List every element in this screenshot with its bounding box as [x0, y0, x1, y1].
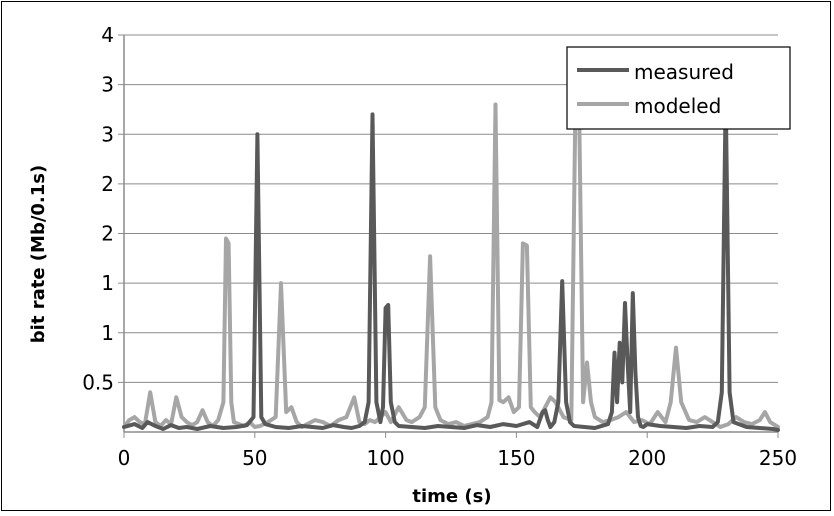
- y-tick-label: 1: [101, 271, 114, 295]
- grid-lines: [124, 34, 778, 383]
- x-tick-label: 200: [628, 446, 666, 470]
- x-tick-label: 0: [118, 446, 131, 470]
- legend-label-modeled: modeled: [634, 94, 721, 118]
- y-tick-label: 3: [101, 73, 114, 97]
- x-axis-label: time (s): [412, 486, 491, 507]
- y-tick-label: 2: [101, 172, 114, 196]
- x-tick-label: 100: [367, 446, 405, 470]
- x-tick-label: 150: [497, 446, 535, 470]
- legend-box: [566, 46, 791, 130]
- y-tick-label: 4: [101, 23, 114, 47]
- legend: measured modeled: [566, 46, 791, 130]
- legend-label-measured: measured: [634, 60, 734, 84]
- x-tick-label: 50: [242, 446, 267, 470]
- y-axis-label: bit rate (Mb/0.1s): [28, 165, 49, 343]
- y-tick-label: 3: [101, 122, 114, 146]
- x-tick-label: 250: [759, 446, 797, 470]
- series-line-modeled: [122, 102, 780, 429]
- tick-labels: 0.5 1 1 2 2 3 3 4 0 50 100 150 200 250: [82, 23, 797, 470]
- y-tick-label: 1: [101, 321, 114, 345]
- axes: [118, 34, 779, 438]
- y-tick-label: 2: [101, 222, 114, 246]
- y-tick-label: 0.5: [82, 370, 114, 394]
- series-line-measured: [122, 92, 780, 432]
- series-group: [122, 92, 780, 432]
